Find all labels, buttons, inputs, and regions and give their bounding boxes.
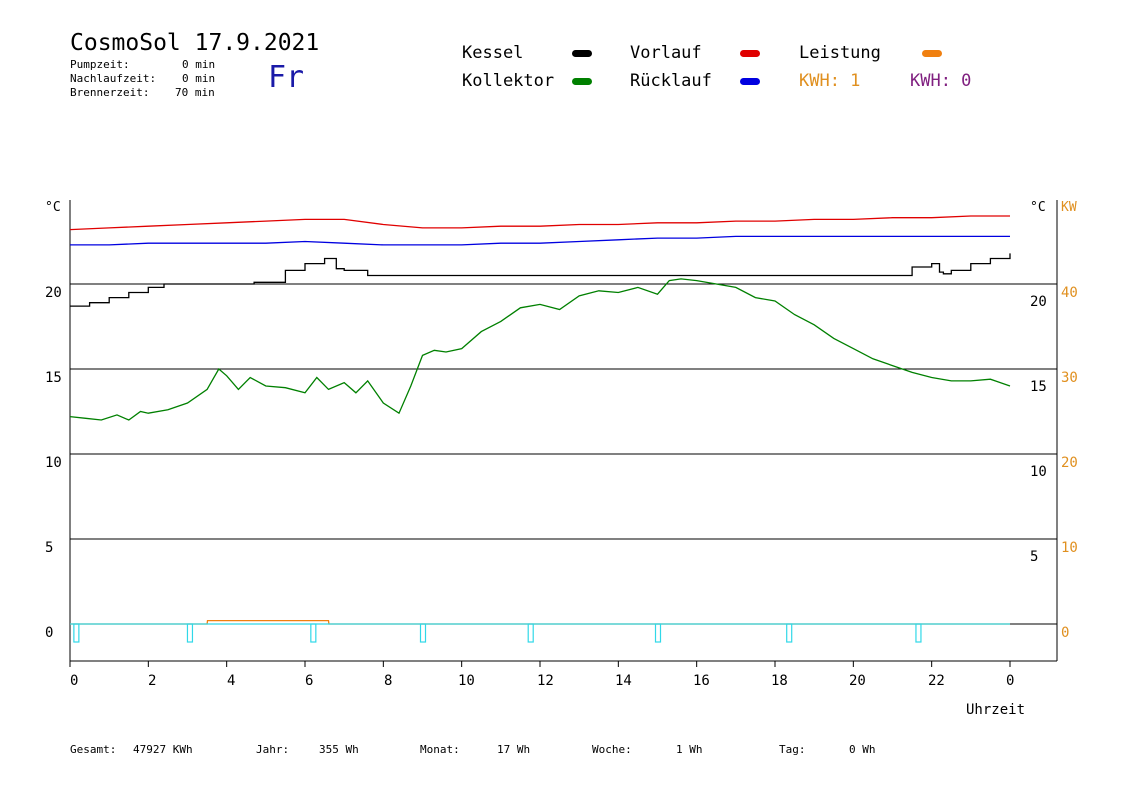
left-tick-label: 15	[45, 370, 62, 386]
x-tick-label: 16	[693, 673, 710, 689]
kw-tick-label: 10	[1061, 540, 1078, 556]
footer-tag-value: 0 Wh	[849, 743, 876, 756]
x-tick-label: 2	[148, 673, 157, 689]
legend-kessel: Kessel	[462, 43, 524, 63]
footer-woche-value: 1 Wh	[676, 743, 703, 756]
footer-monat-label: Monat:	[420, 743, 460, 756]
legend-leistung: Leistung	[799, 43, 881, 63]
x-tick-label: 18	[771, 673, 788, 689]
chart-frame	[69, 200, 1058, 667]
series-line-vorlauf	[69, 215, 1010, 231]
x-tick-label: 4	[227, 673, 236, 689]
kw-tick-label: 40	[1061, 285, 1078, 301]
kw-tick-label: 20	[1061, 455, 1078, 471]
left-tick-label: 5	[45, 540, 54, 556]
left-tick-label: 20	[45, 285, 62, 301]
footer-tag-label: Tag:	[779, 743, 806, 756]
right-tick-label: 5	[1030, 549, 1039, 565]
x-tick-label: 20	[849, 673, 866, 689]
x-tick-label: 6	[305, 673, 314, 689]
footer-jahr-value: 355 Wh	[319, 743, 359, 756]
right-tick-label: 20	[1030, 294, 1047, 310]
x-tick-label: 8	[384, 673, 393, 689]
x-tick-label: 14	[615, 673, 632, 689]
pump-pulse	[915, 623, 922, 643]
left-tick-label: 10	[45, 455, 62, 471]
legend-kwh-1: KWH: 1	[799, 71, 861, 91]
pumpzeit-value: 0 min	[182, 58, 216, 71]
x-tick-label: 22	[928, 673, 945, 689]
legend-kessel-swatch	[572, 50, 592, 57]
footer-jahr-label: Jahr:	[256, 743, 290, 756]
x-tick-label: 0	[70, 673, 79, 689]
nachlaufzeit-label: Nachlaufzeit:	[70, 72, 157, 85]
pump-pulse	[310, 623, 317, 643]
left-axis-unit: °C	[45, 200, 61, 215]
x-tick-label: 0	[1006, 673, 1015, 689]
left-tick-label: 0	[45, 625, 54, 641]
brennerzeit-label: Brennerzeit:	[70, 86, 150, 99]
pump-pulse	[419, 623, 427, 643]
legend-vorlauf: Vorlauf	[630, 43, 702, 63]
kw-tick-label: 0	[1061, 625, 1070, 641]
footer-monat-value: 17 Wh	[497, 743, 531, 756]
pump-pulse	[527, 623, 534, 643]
chart-title: CosmoSol 17.9.2021	[70, 30, 320, 56]
pump-pulse	[73, 623, 80, 643]
right-axis-unit-kw: KW	[1061, 200, 1077, 215]
pump-pulse	[186, 623, 194, 643]
legend-leistung-swatch	[922, 50, 942, 57]
series-line-ruecklauf	[70, 235, 1010, 246]
brennerzeit-value: 70 min	[175, 86, 215, 99]
legend-ruecklauf: Rücklauf	[630, 71, 712, 91]
legend-kollektor-swatch	[572, 78, 592, 85]
chart-series	[69, 215, 1011, 643]
right-axis-unit: °C	[1030, 200, 1046, 215]
right-tick-label: 10	[1030, 464, 1047, 480]
legend-kwh-2: KWH: 0	[910, 71, 972, 91]
legend-kollektor: Kollektor	[462, 71, 555, 91]
footer-gesamt-label: Gesamt:	[70, 743, 117, 756]
pump-pulse	[654, 623, 662, 643]
nachlaufzeit-value: 0 min	[182, 72, 216, 85]
kw-tick-label: 30	[1061, 370, 1078, 386]
pump-pulse	[786, 623, 793, 643]
weekday-label: Fr	[268, 60, 305, 95]
legend-vorlauf-swatch	[740, 50, 760, 57]
series-line-kollektor	[69, 278, 1011, 421]
x-axis-label: Uhrzeit	[966, 702, 1026, 718]
right-tick-label: 15	[1030, 379, 1047, 395]
x-tick-label: 12	[537, 673, 554, 689]
footer-gesamt-value: 47927 KWh	[133, 743, 193, 756]
legend-ruecklauf-swatch	[740, 78, 760, 85]
footer-woche-label: Woche:	[592, 743, 632, 756]
x-tick-label: 10	[458, 673, 475, 689]
series-line-kessel	[70, 253, 1011, 307]
pumpzeit-label: Pumpzeit:	[70, 58, 130, 71]
